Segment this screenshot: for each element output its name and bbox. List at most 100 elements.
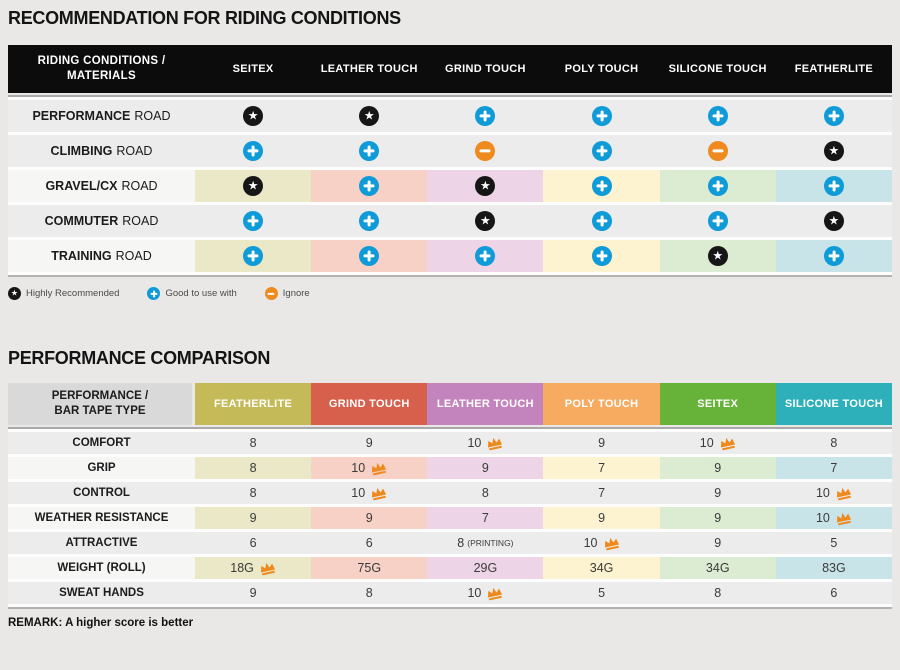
header-divider xyxy=(8,95,892,97)
rating-cell xyxy=(427,100,544,132)
row-label-rest: ROAD xyxy=(115,249,152,263)
plus-icon xyxy=(707,106,728,126)
plus-icon xyxy=(823,176,844,196)
score-value: 10 xyxy=(815,511,830,525)
crown-icon xyxy=(488,437,503,450)
score-cell: 9 xyxy=(659,482,776,504)
recommendation-title: RECOMMENDATION FOR RIDING CONDITIONS xyxy=(8,8,401,28)
rating-cell xyxy=(427,135,544,167)
table-bottom-border xyxy=(8,275,892,277)
score-value: 8 xyxy=(365,586,373,600)
score-value: 83G xyxy=(822,561,846,575)
table-row: CONTROL 8 10 8 7 9 10 xyxy=(8,482,892,504)
header-divider xyxy=(8,427,892,429)
rating-cell xyxy=(659,240,776,272)
column-header: FEATHERLITE xyxy=(195,383,312,425)
star-icon xyxy=(707,246,728,266)
rating-cell xyxy=(195,100,312,132)
score-value: 9 xyxy=(598,511,606,525)
star-icon xyxy=(475,211,496,231)
score-cell: 10 xyxy=(543,532,660,554)
star-icon xyxy=(359,106,380,126)
score-cell: 9 xyxy=(195,507,312,529)
plus-icon xyxy=(591,211,612,231)
star-icon xyxy=(823,141,844,161)
score-value: 9 xyxy=(714,461,722,475)
legend-item-ignore: Ignore xyxy=(264,287,310,300)
star-icon xyxy=(243,106,264,126)
score-cell: 6 xyxy=(195,532,312,554)
score-cell: 9 xyxy=(543,507,660,529)
star-icon xyxy=(8,287,21,300)
riding-conditions-header: RIDING CONDITIONS / MATERIALS SEITEX LEAT… xyxy=(8,45,892,93)
remark-text: REMARK: A higher score is better xyxy=(8,617,194,629)
score-cell: 34G xyxy=(659,557,776,579)
score-value: 7 xyxy=(598,461,606,475)
score-value: 8 xyxy=(249,461,257,475)
row-label-rest: ROAD xyxy=(122,214,159,228)
score-value: 9 xyxy=(365,436,373,450)
plus-icon xyxy=(243,211,264,231)
score-cell: 10 xyxy=(775,482,892,504)
rating-cell xyxy=(195,170,312,202)
table-bottom-border xyxy=(8,607,892,609)
score-cell: 8 xyxy=(659,582,776,604)
row-label: WEATHER RESISTANCE xyxy=(8,507,195,529)
score-value: 10 xyxy=(815,486,830,500)
score-value: 9 xyxy=(365,511,373,525)
legend-label: Ignore xyxy=(282,288,310,299)
table-row: GRIP 8 10 9 7 9 7 xyxy=(8,457,892,479)
score-cell: 8 xyxy=(427,482,544,504)
score-cell: 9 xyxy=(659,457,776,479)
row-label-bold: COMMUTER xyxy=(44,214,119,228)
score-value: 29G xyxy=(473,561,498,575)
score-value: 9 xyxy=(714,486,722,500)
score-value: 10 xyxy=(699,436,714,450)
score-value: 75G xyxy=(357,561,382,575)
score-value: 10 xyxy=(351,486,366,500)
plus-icon xyxy=(591,176,612,196)
score-cell: 7 xyxy=(427,507,544,529)
plus-icon xyxy=(243,141,264,161)
rating-cell xyxy=(659,135,776,167)
performance-corner-header: PERFORMANCE / BAR TAPE TYPE xyxy=(8,383,192,425)
column-header: GRIND TOUCH xyxy=(311,383,428,425)
rating-cell xyxy=(311,170,428,202)
row-label: WEIGHT (ROLL) xyxy=(8,557,195,579)
minus-icon xyxy=(707,141,728,161)
crown-icon xyxy=(720,437,735,450)
rating-cell xyxy=(543,100,660,132)
score-cell: 8 xyxy=(195,457,312,479)
score-cell: 6 xyxy=(775,582,892,604)
score-value: 34G xyxy=(589,561,614,575)
crown-icon xyxy=(836,512,851,525)
table-row: COMFORT 8 9 10 9 10 8 xyxy=(8,432,892,454)
legend-label: Highly Recommended xyxy=(26,288,120,299)
score-value: 6 xyxy=(249,536,257,550)
score-cell: 7 xyxy=(543,482,660,504)
performance-title: PERFORMANCE COMPARISON xyxy=(8,348,271,368)
plus-icon xyxy=(475,246,496,266)
row-label: GRAVEL/CX ROAD xyxy=(8,170,195,202)
plus-icon xyxy=(591,246,612,266)
rating-cell xyxy=(775,135,892,167)
score-value: 34G xyxy=(705,561,730,575)
score-value: 9 xyxy=(714,511,722,525)
score-cell: 10 xyxy=(311,457,428,479)
plus-icon xyxy=(147,287,161,300)
rating-cell xyxy=(659,170,776,202)
score-cell: 6 xyxy=(311,532,428,554)
plus-icon xyxy=(591,106,612,126)
rating-cell xyxy=(659,205,776,237)
legend-item-good-to-use-with: Good to use with xyxy=(147,287,237,300)
rating-cell xyxy=(427,240,544,272)
minus-icon xyxy=(264,287,278,300)
score-cell: 9 xyxy=(195,582,312,604)
performance-header: PERFORMANCE / BAR TAPE TYPE FEATHERLITE G… xyxy=(8,383,892,425)
row-label: CLIMBING ROAD xyxy=(8,135,195,167)
rating-cell xyxy=(311,100,428,132)
score-value: 7 xyxy=(830,461,838,475)
rating-cell xyxy=(195,240,312,272)
plus-icon xyxy=(243,246,264,266)
